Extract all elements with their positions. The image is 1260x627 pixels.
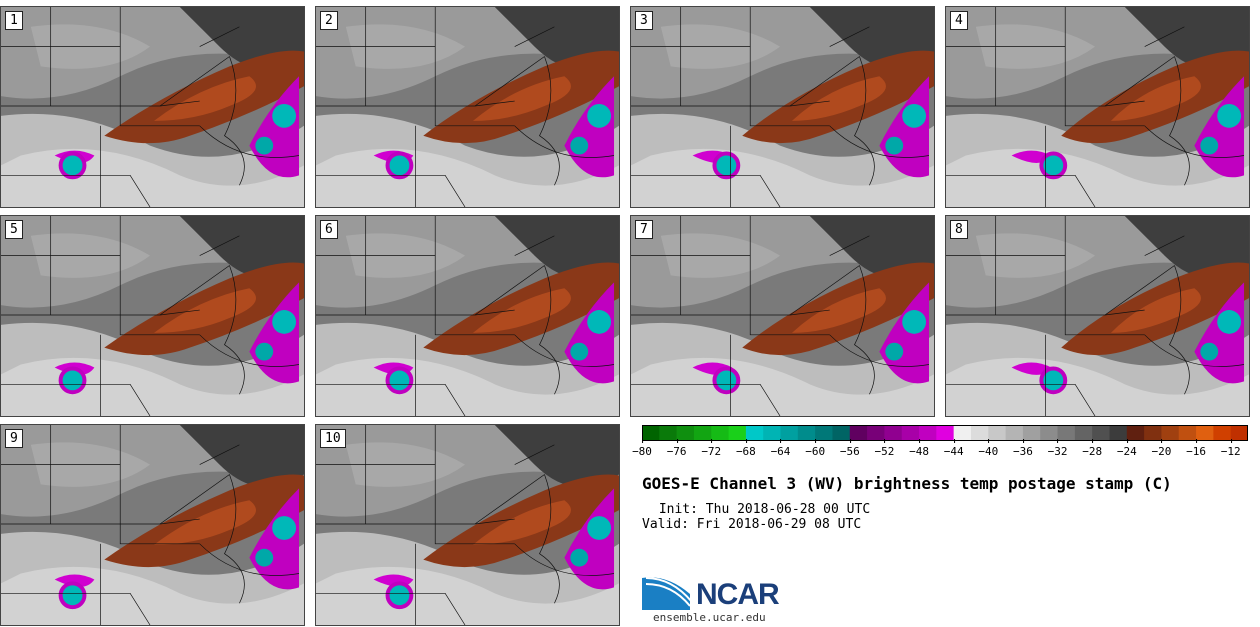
map-panel-9: 9	[0, 424, 305, 626]
panel-number: 10	[320, 429, 346, 448]
colorbar-bin	[745, 425, 764, 441]
wv-field-map	[316, 7, 619, 207]
colorbar-tick-label: −72	[701, 439, 721, 458]
colorbar-bin	[815, 425, 833, 441]
colorbar-bin	[901, 425, 920, 441]
panel-number: 1	[5, 11, 23, 30]
colorbar-bin	[693, 425, 712, 441]
colorbar-tick-label: −80	[632, 439, 652, 458]
colorbar-bin	[919, 425, 937, 441]
map-panel-4: 4	[945, 6, 1250, 208]
colorbar-bin	[728, 425, 747, 441]
colorbar-bin	[642, 425, 660, 441]
colorbar-bin	[676, 425, 695, 441]
colorbar-bin	[711, 425, 730, 441]
wv-field-map	[631, 216, 934, 416]
wv-field-map	[316, 216, 619, 416]
colorbar-tick-label: −16	[1186, 439, 1206, 458]
colorbar-bin	[1057, 425, 1076, 441]
colorbar-tick-label: −40	[978, 439, 998, 458]
colorbar-tick-label: −24	[1117, 439, 1137, 458]
colorbar-tick-label: −76	[667, 439, 687, 458]
panel-number: 9	[5, 429, 23, 448]
colorbar-bin	[1092, 425, 1110, 441]
colorbar-tick-label: −44	[944, 439, 964, 458]
wv-field-map	[1, 216, 304, 416]
colorbar-bin	[1230, 425, 1248, 441]
colorbar-tick-label: −36	[1013, 439, 1033, 458]
colorbar-bin	[832, 425, 851, 441]
map-panel-2: 2	[315, 6, 620, 208]
map-panel-8: 8	[945, 215, 1250, 417]
colorbar-bin	[1178, 425, 1197, 441]
panel-number: 4	[950, 11, 968, 30]
colorbar-bin	[1126, 425, 1145, 441]
colorbar-bin	[763, 425, 782, 441]
colorbar-bin	[849, 425, 868, 441]
colorbar-tick-label: −20	[1151, 439, 1171, 458]
wv-field-map	[1, 7, 304, 207]
colorbar-tick-label: −48	[909, 439, 929, 458]
panel-number: 8	[950, 220, 968, 239]
colorbar-bin	[797, 425, 816, 441]
valid-time: Valid: Fri 2018-06-29 08 UTC	[642, 517, 862, 532]
colorbar-bin	[988, 425, 1007, 441]
map-panel-7: 7	[630, 215, 935, 417]
map-panel-6: 6	[315, 215, 620, 417]
colorbar-bin	[867, 425, 885, 441]
colorbar-tick-label: −60	[805, 439, 825, 458]
panel-number: 2	[320, 11, 338, 30]
colorbar-tick-label: −56	[840, 439, 860, 458]
panel-number: 5	[5, 220, 23, 239]
colorbar-ticks: −80 −76 −72 −68 −64 −60 −56 −52 −48 −44 −40 −36 −32−…	[632, 439, 1248, 461]
map-panel-10: 10	[315, 424, 620, 626]
wv-field-map	[631, 7, 934, 207]
ncar-logo	[642, 577, 693, 610]
colorbar-bin	[936, 425, 955, 441]
init-time: Init: Thu 2018-06-28 00 UTC	[651, 502, 871, 517]
colorbar-bin	[1109, 425, 1128, 441]
map-panel-5: 5	[0, 215, 305, 417]
colorbar-bin	[1213, 425, 1232, 441]
wv-field-map	[1, 425, 304, 625]
colorbar-bin	[884, 425, 903, 441]
map-panel-3: 3	[630, 6, 935, 208]
colorbar-bin	[1074, 425, 1093, 441]
colorbar-tick-label: −68	[736, 439, 756, 458]
panel-number: 6	[320, 220, 338, 239]
wv-field-map	[946, 216, 1249, 416]
logo-name: NCAR	[696, 578, 780, 611]
colorbar-tick-label: −52	[874, 439, 894, 458]
colorbar-tick-label: −32	[1048, 439, 1067, 458]
colorbar-bin	[1005, 425, 1024, 441]
wv-field-map	[316, 425, 619, 625]
colorbar-bin	[1161, 425, 1180, 441]
colorbar-bin	[1196, 425, 1214, 441]
figure-title: GOES-E Channel 3 (WV) brightness temp po…	[642, 474, 1172, 493]
colorbar-bin	[970, 425, 989, 441]
colorbar-bin	[1144, 425, 1162, 441]
panel-number: 3	[635, 11, 653, 30]
wv-field-map	[946, 7, 1249, 207]
colorbar-tick-label: −64	[771, 439, 790, 458]
colorbar-bin	[953, 425, 972, 441]
colorbar-frame	[642, 425, 1248, 441]
colorbar-tick-label: −28	[1082, 439, 1102, 458]
colorbar-bin	[659, 425, 678, 441]
panel-number: 7	[635, 220, 653, 239]
map-panel-1: 1	[0, 6, 305, 208]
colorbar	[642, 425, 1248, 441]
colorbar-tick-label: −12	[1221, 439, 1241, 458]
colorbar-bin	[780, 425, 799, 441]
colorbar-bin	[1040, 425, 1059, 441]
colorbar-bin	[1022, 425, 1041, 441]
logo-url: ensemble.ucar.edu	[653, 611, 766, 624]
